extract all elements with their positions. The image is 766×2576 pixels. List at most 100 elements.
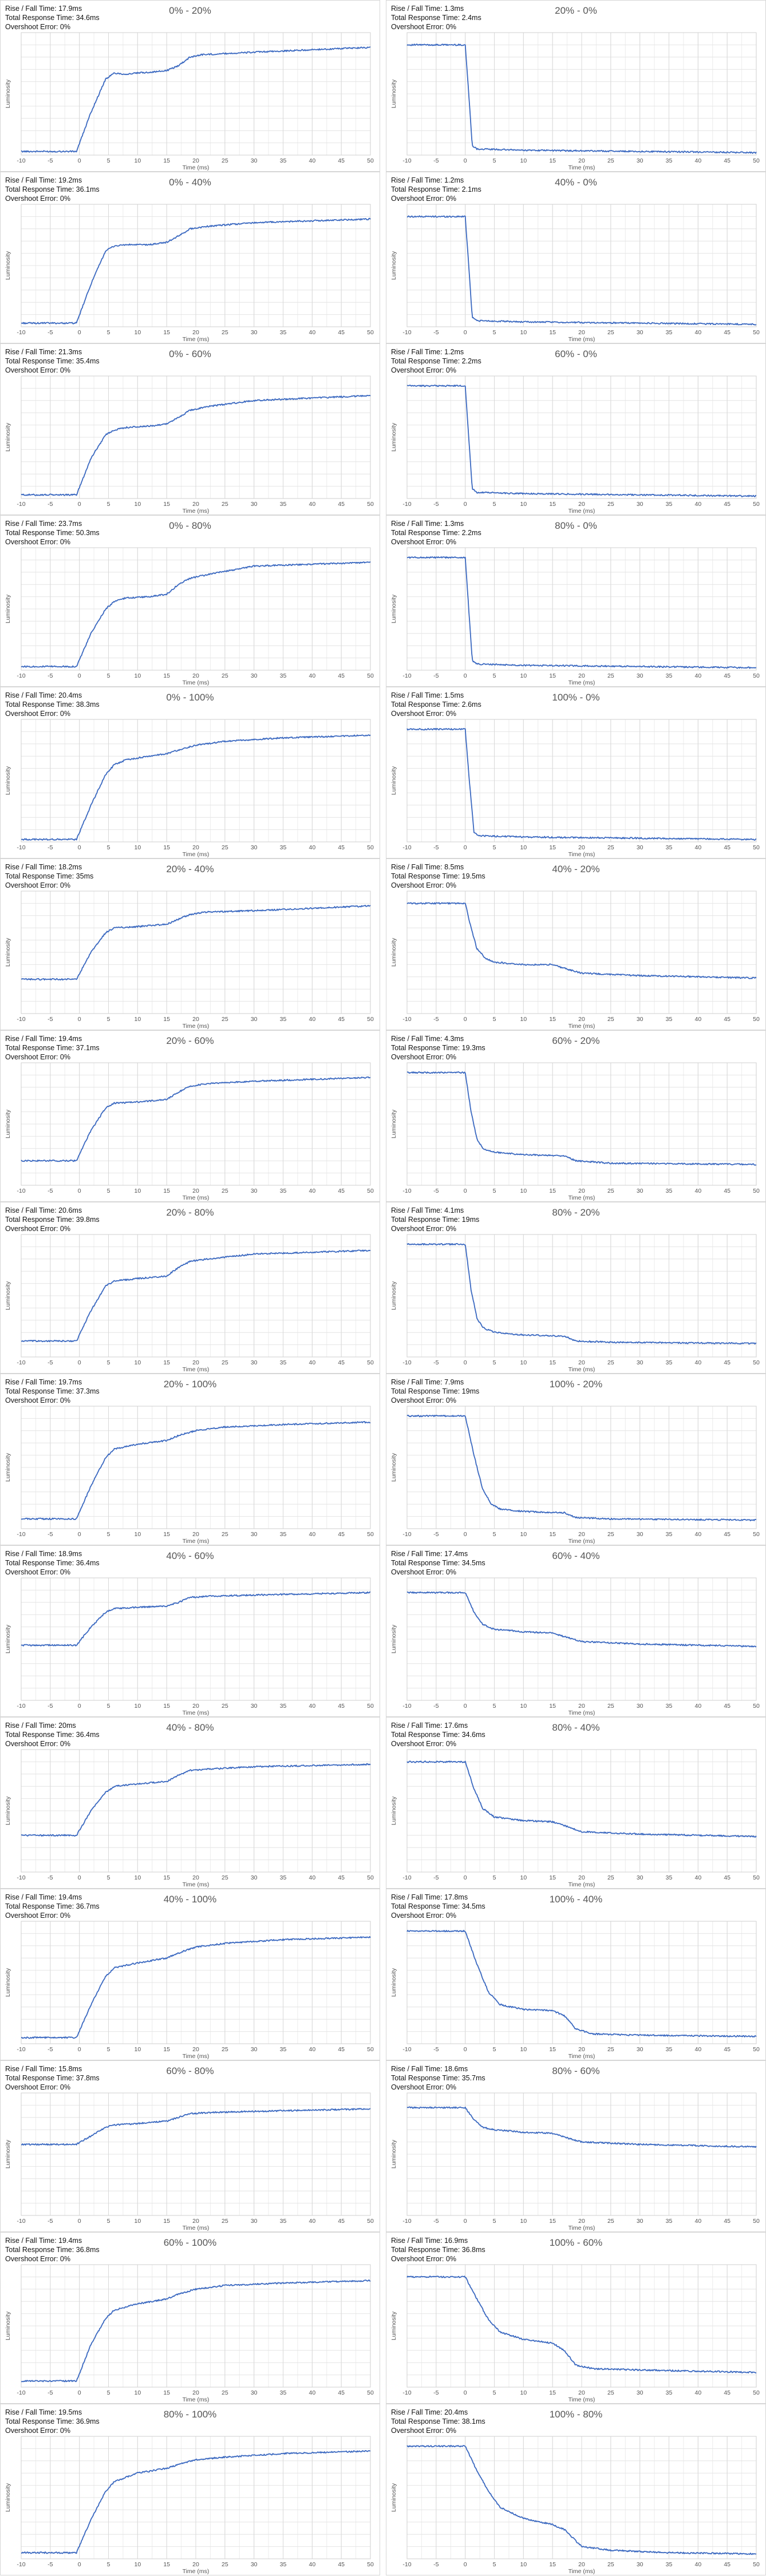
luminosity-series-line — [406, 556, 757, 669]
x-tick-label: 5 — [493, 2389, 496, 2396]
x-tick-label: 50 — [367, 329, 374, 336]
overshoot-error-label: Overshoot Error: 0% — [5, 195, 70, 203]
x-tick-label: 5 — [107, 2561, 110, 2568]
luminosity-series-line — [21, 1763, 371, 1837]
x-tick-label: 45 — [724, 157, 731, 164]
y-axis-label: Luminosity — [390, 251, 397, 280]
x-tick-label: 5 — [493, 1531, 496, 1538]
x-tick-label: -5 — [433, 2389, 439, 2396]
x-tick-label: 40 — [309, 1874, 315, 1881]
chart-title: 0% - 60% — [169, 349, 211, 359]
x-tick-label: 20 — [192, 844, 199, 851]
chart-title: 0% - 20% — [169, 5, 211, 16]
x-tick-label: 25 — [222, 2046, 228, 2053]
response-stats: Rise / Fall Time: 1.3ms Total Response Ti… — [391, 4, 481, 31]
x-tick-label: 30 — [251, 1703, 258, 1710]
x-axis-label: Time (ms) — [183, 336, 210, 343]
x-tick-label: 50 — [753, 157, 760, 164]
overshoot-error-label: Overshoot Error: 0% — [5, 1396, 70, 1404]
response-stats: Rise / Fall Time: 17.8ms Total Response T… — [391, 1893, 485, 1920]
x-tick-label: 20 — [578, 1531, 585, 1538]
x-tick-label: 20 — [192, 501, 199, 508]
x-tick-label: 35 — [280, 157, 287, 164]
y-axis-label: Luminosity — [5, 2483, 11, 2512]
x-tick-label: 30 — [251, 1359, 258, 1366]
x-tick-label: 40 — [694, 157, 701, 164]
y-axis-label: Luminosity — [390, 1796, 397, 1825]
response-stats: Rise / Fall Time: 18.9ms Total Response T… — [5, 1549, 100, 1577]
x-tick-label: 0 — [464, 1703, 467, 1710]
x-tick-label: 45 — [338, 1531, 345, 1538]
x-axis-label: Time (ms) — [183, 1538, 210, 1545]
x-tick-label: -10 — [402, 672, 411, 679]
luminosity-series-line — [21, 734, 371, 841]
response-stats: Rise / Fall Time: 1.3ms Total Response Ti… — [391, 519, 481, 547]
x-tick-label: 20 — [192, 1703, 199, 1710]
x-axis-label: Time (ms) — [183, 1366, 210, 1373]
x-tick-label: 0 — [464, 1016, 467, 1023]
x-tick-label: 30 — [637, 2389, 643, 2396]
plot-frame — [21, 1234, 371, 1358]
rise-fall-time-label: Rise / Fall Time: 23.7ms — [5, 520, 82, 528]
x-tick-label: 50 — [753, 2389, 760, 2396]
x-axis-label: Time (ms) — [568, 2053, 595, 2060]
x-tick-label: 25 — [222, 1874, 228, 1881]
x-tick-label: 30 — [251, 329, 258, 336]
chart-title: 80% - 40% — [552, 1722, 600, 1733]
luminosity-plot: -10 -5 0 5 10 15 20 25 30 35 40 45 50 Time (ms) Lumino… — [390, 1921, 760, 2060]
x-tick-label: 25 — [607, 2389, 614, 2396]
luminosity-series-line — [406, 1591, 757, 1648]
response-stats: Rise / Fall Time: 17.6ms Total Response T… — [391, 1721, 485, 1748]
plot-frame — [406, 1749, 757, 1873]
x-tick-label: 15 — [163, 501, 170, 508]
x-tick-label: 15 — [549, 2561, 556, 2568]
x-tick-label: 15 — [549, 1359, 556, 1366]
total-response-time-label: Total Response Time: 38.1ms — [391, 2417, 485, 2425]
x-tick-label: 30 — [637, 672, 643, 679]
x-tick-label: -5 — [433, 1874, 439, 1881]
y-axis-label: Luminosity — [5, 2139, 11, 2169]
luminosity-series-line — [21, 1249, 371, 1343]
overshoot-error-label: Overshoot Error: 0% — [5, 1568, 70, 1576]
x-tick-label: 50 — [367, 1188, 374, 1194]
chart-title: 40% - 80% — [166, 1722, 214, 1733]
x-tick-label: 40 — [309, 672, 315, 679]
x-tick-label: 10 — [520, 1874, 527, 1881]
x-tick-label: 50 — [367, 1874, 374, 1881]
luminosity-plot: -10 -5 0 5 10 15 20 25 30 35 40 45 50 Time (ms) Lumino… — [390, 1062, 760, 1201]
x-tick-label: 50 — [367, 157, 374, 164]
x-tick-label: 35 — [666, 2046, 673, 2053]
chart-panel: Rise / Fall Time: 17.8ms Total Response T… — [386, 1889, 766, 2060]
x-tick-label: 20 — [192, 1874, 199, 1881]
x-tick-label: 0 — [464, 1531, 467, 1538]
x-tick-label: 20 — [578, 1016, 585, 1023]
x-tick-label: 40 — [694, 1016, 701, 1023]
x-tick-label: -10 — [402, 157, 411, 164]
x-tick-label: 5 — [493, 2046, 496, 2053]
x-tick-label: 35 — [280, 1531, 287, 1538]
total-response-time-label: Total Response Time: 35.7ms — [391, 2074, 485, 2082]
x-tick-label: 0 — [78, 1188, 81, 1194]
y-axis-label: Luminosity — [390, 766, 397, 795]
x-tick-label: 40 — [694, 1359, 701, 1366]
overshoot-error-label: Overshoot Error: 0% — [391, 195, 456, 203]
rise-fall-time-label: Rise / Fall Time: 4.1ms — [391, 1206, 464, 1214]
response-stats: Rise / Fall Time: 18.6ms Total Response T… — [391, 2064, 485, 2092]
chart-panel: Rise / Fall Time: 19.4ms Total Response T… — [0, 1889, 380, 2060]
x-tick-label: 30 — [637, 844, 643, 851]
x-tick-label: 30 — [637, 1531, 643, 1538]
x-tick-label: 50 — [753, 672, 760, 679]
x-axis-label: Time (ms) — [568, 1710, 595, 1716]
x-tick-label: 35 — [666, 1703, 673, 1710]
x-tick-label: 30 — [251, 157, 258, 164]
y-axis-label: Luminosity — [5, 251, 11, 280]
x-tick-label: 5 — [493, 1703, 496, 1710]
x-tick-label: 20 — [192, 329, 199, 336]
chart-panel: Rise / Fall Time: 20ms Total Response Tim… — [0, 1717, 380, 1889]
y-axis-label: Luminosity — [390, 2483, 397, 2512]
x-tick-label: 40 — [694, 329, 701, 336]
y-axis-label: Luminosity — [5, 1453, 11, 1482]
overshoot-error-label: Overshoot Error: 0% — [5, 2255, 70, 2263]
overshoot-error-label: Overshoot Error: 0% — [391, 710, 456, 718]
x-tick-label: 5 — [107, 2046, 110, 2053]
